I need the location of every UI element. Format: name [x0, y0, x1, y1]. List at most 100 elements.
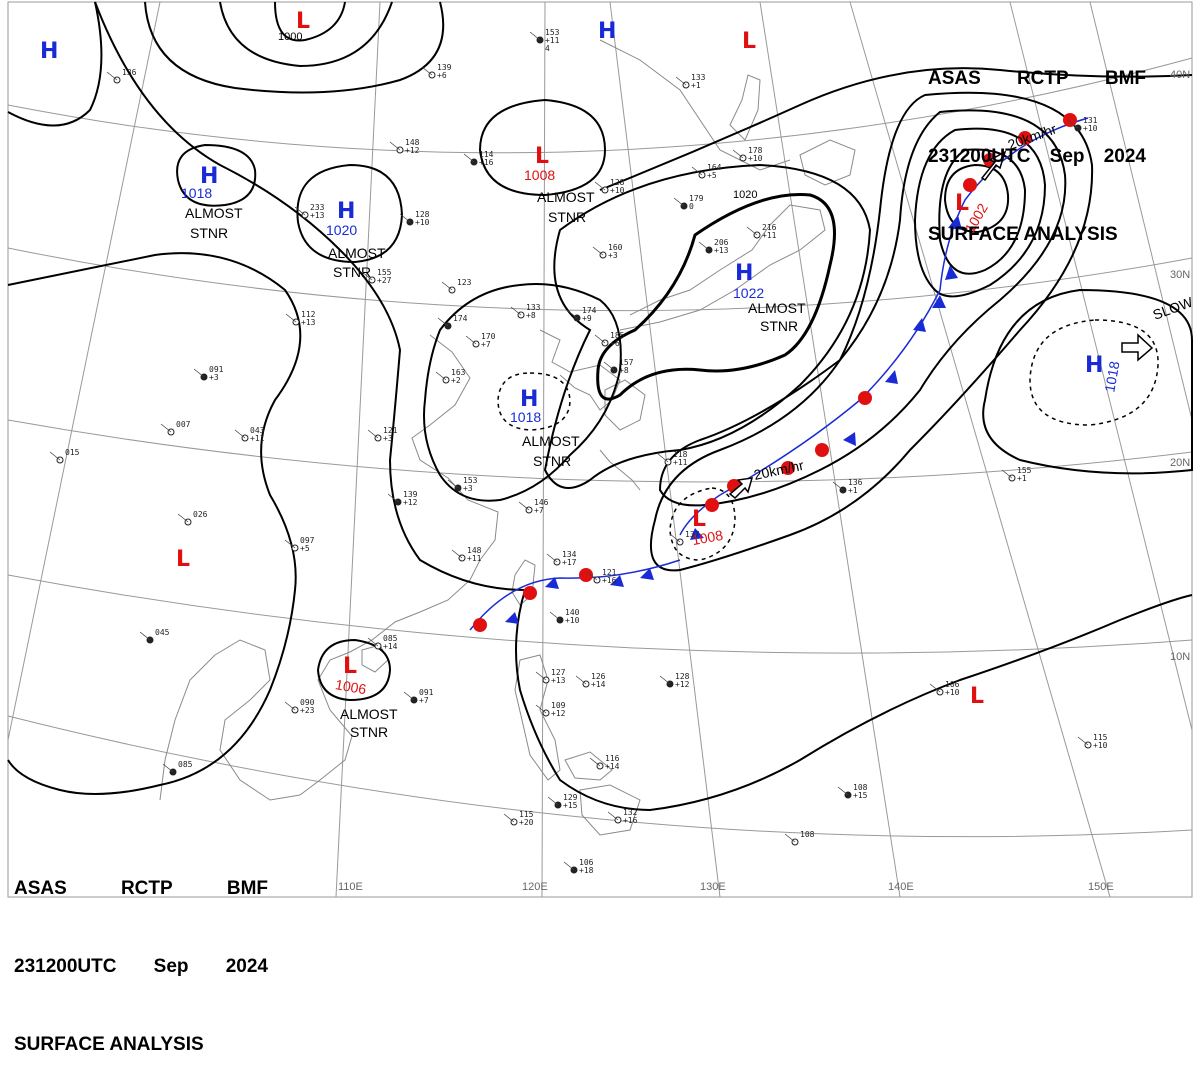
station-value: 128 [610, 178, 625, 187]
station-value: +10 [415, 218, 430, 227]
station-value: +10 [565, 616, 580, 625]
wind-barb [657, 453, 669, 463]
station-plot: 114+16 [463, 150, 494, 167]
meridian-130e [609, 1, 721, 898]
high-pressure-east-china: 1018 [510, 409, 541, 425]
station-plot: 121+16 [586, 568, 617, 585]
station-value: +27 [377, 276, 392, 285]
station-value: 179 [689, 194, 704, 203]
station-value: 109 [551, 701, 566, 710]
low-pressure-taiwan: 1008 [691, 527, 725, 548]
high-note-mongolia-2: STNR [333, 264, 371, 280]
wind-barb [193, 368, 205, 378]
wind-barb [547, 796, 559, 806]
wind-barb [607, 811, 619, 821]
station-plot: 045 [139, 628, 170, 644]
meridian-160e [1009, 1, 1193, 731]
station-value: 126 [591, 672, 606, 681]
wind-barb [535, 704, 547, 714]
station-plot: 133+1 [675, 73, 706, 90]
station-value: 157 [619, 358, 634, 367]
station-value: 116 [605, 754, 620, 763]
meridian-170e [1089, 1, 1193, 421]
station-value: +17 [562, 558, 577, 567]
station-value: 163 [451, 368, 466, 377]
station-value: 155 [377, 268, 392, 277]
isobar-1000-north [274, 1, 346, 42]
station-value: 085 [383, 634, 398, 643]
station-value: 206 [714, 238, 729, 247]
isobar-typhoon-ring-2 [938, 148, 1027, 275]
taiwan-low-motion-arrow [728, 477, 754, 500]
cold-front-triangle [843, 432, 856, 446]
high-center-nw: H [40, 39, 58, 64]
wind-barb [589, 757, 601, 767]
low-center-china: L [535, 144, 549, 169]
station-plot: 164+5 [691, 163, 722, 180]
header-bottom: ASAS RCTP BMF 231200UTC Sep 2024 SURFACE… [14, 824, 268, 1084]
station-plot: 115+20 [503, 810, 534, 827]
station-value: 136 [848, 478, 863, 487]
warm-front-bulge [705, 498, 719, 512]
high-center-japan: H [735, 261, 753, 286]
header-bottom-row-1: ASAS RCTP BMF [14, 876, 268, 902]
station-value: +16 [479, 158, 494, 167]
station-value: 160 [608, 243, 623, 252]
wind-barb [49, 451, 61, 461]
low-center-ne: L [742, 29, 756, 54]
station-plot: 155+27 [361, 268, 392, 285]
station-value: 164 [707, 163, 722, 172]
coastline-kyushu [604, 379, 646, 431]
station-plot: 140+10 [549, 608, 580, 625]
station-value: 026 [193, 510, 208, 519]
station-plot: 216+11 [746, 223, 777, 240]
station-value: 112 [301, 310, 316, 319]
wind-barb [529, 31, 541, 41]
wind-barb [234, 429, 246, 439]
station-value: +11 [762, 231, 777, 240]
header-top-row-1: ASAS RCTP BMF [928, 66, 1146, 92]
station-plot: 163+2 [435, 368, 466, 385]
wind-barb [160, 423, 172, 433]
header-top-row-2: 231200UTC Sep 2024 [928, 144, 1146, 170]
station-value: +10 [1093, 741, 1108, 750]
wind-barb [106, 71, 118, 81]
high-pressure-pacific: 1018 [1101, 360, 1122, 394]
station-plot: 153+3 [447, 476, 478, 493]
station-value: +1 [848, 486, 858, 495]
station-plot: 153+114 [529, 28, 560, 53]
wind-barb [447, 479, 459, 489]
warm-front-bulge [963, 178, 977, 192]
station-value: +13 [301, 318, 316, 327]
station-plot: 178+10 [732, 146, 763, 163]
latitude-line-40n [7, 57, 1193, 154]
station-value: +10 [610, 186, 625, 195]
isobar-h1020-mongolia [296, 163, 404, 264]
footer-station: RCTP [120, 878, 173, 899]
wind-barb [563, 861, 575, 871]
station-plot: 139+12 [387, 490, 418, 507]
warm-front-bulge [815, 443, 829, 457]
coastline-ryukyu [599, 449, 641, 491]
coastlines [159, 39, 856, 836]
station-plot: 106+10 [929, 680, 960, 697]
station-value: +16 [623, 816, 638, 825]
isobar-l1008-china [478, 98, 607, 197]
station-plot: 133+8 [510, 303, 541, 320]
header-time: 231200UTC [928, 146, 1031, 167]
wind-barb [594, 181, 606, 191]
station-value: +20 [519, 818, 534, 827]
isobar-nw-arc [7, 1, 103, 127]
meridian-100e [7, 1, 161, 741]
station-value: 233 [310, 203, 325, 212]
station-plot: 157+8 [603, 358, 634, 375]
station-plot: 015 [49, 448, 80, 464]
isobar-ring-north-2 [144, 1, 445, 94]
coastline-mindanao [579, 784, 641, 836]
low-note-south-china-sea-1: ALMOST [340, 706, 398, 722]
station-value: +18 [579, 866, 594, 875]
lat-label-20n: 20N [1170, 457, 1190, 469]
wind-barb [437, 317, 449, 327]
wind-barb [594, 334, 606, 344]
